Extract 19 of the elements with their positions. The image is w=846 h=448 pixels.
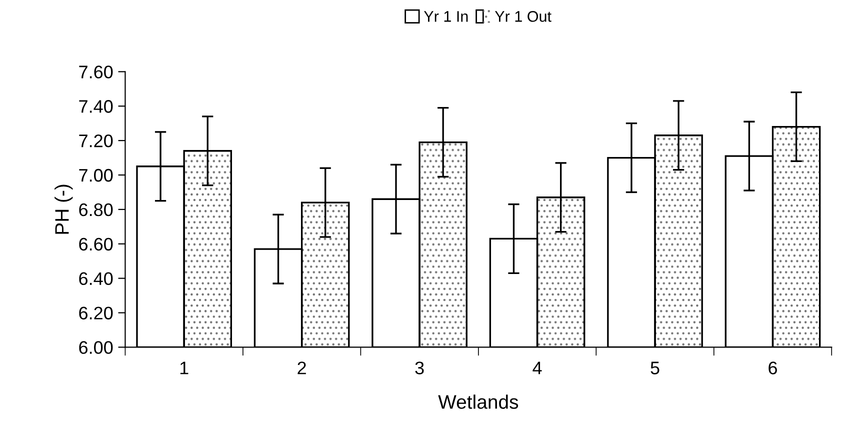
y-tick-label: 6.60: [79, 238, 113, 251]
y-tick-label: 7.20: [79, 134, 113, 148]
x-tick-label: 5: [650, 362, 660, 374]
y-tick-label: 7.00: [79, 168, 113, 182]
x-tick-label: 1: [180, 362, 188, 374]
x-tick-label: 2: [298, 362, 306, 374]
x-tick-label: 6: [768, 362, 777, 374]
x-tick-label: 4: [532, 362, 542, 374]
y-tick-label: 6.00: [79, 341, 113, 354]
x-axis-title: Wetlands: [438, 394, 518, 409]
x-tick-label: 3: [415, 362, 424, 374]
y-tick-label: 7.40: [79, 100, 113, 113]
y-axis-title: PH (-): [54, 184, 73, 234]
y-tick-label: 6.40: [79, 272, 113, 286]
legend-label: Yr 1 In: [424, 11, 468, 22]
legend-label: Yr 1 Out: [494, 11, 552, 22]
y-tick-label: 6.20: [79, 306, 113, 320]
y-tick-label: 6.80: [79, 203, 113, 216]
y-tick-label: 7.60: [79, 66, 113, 78]
